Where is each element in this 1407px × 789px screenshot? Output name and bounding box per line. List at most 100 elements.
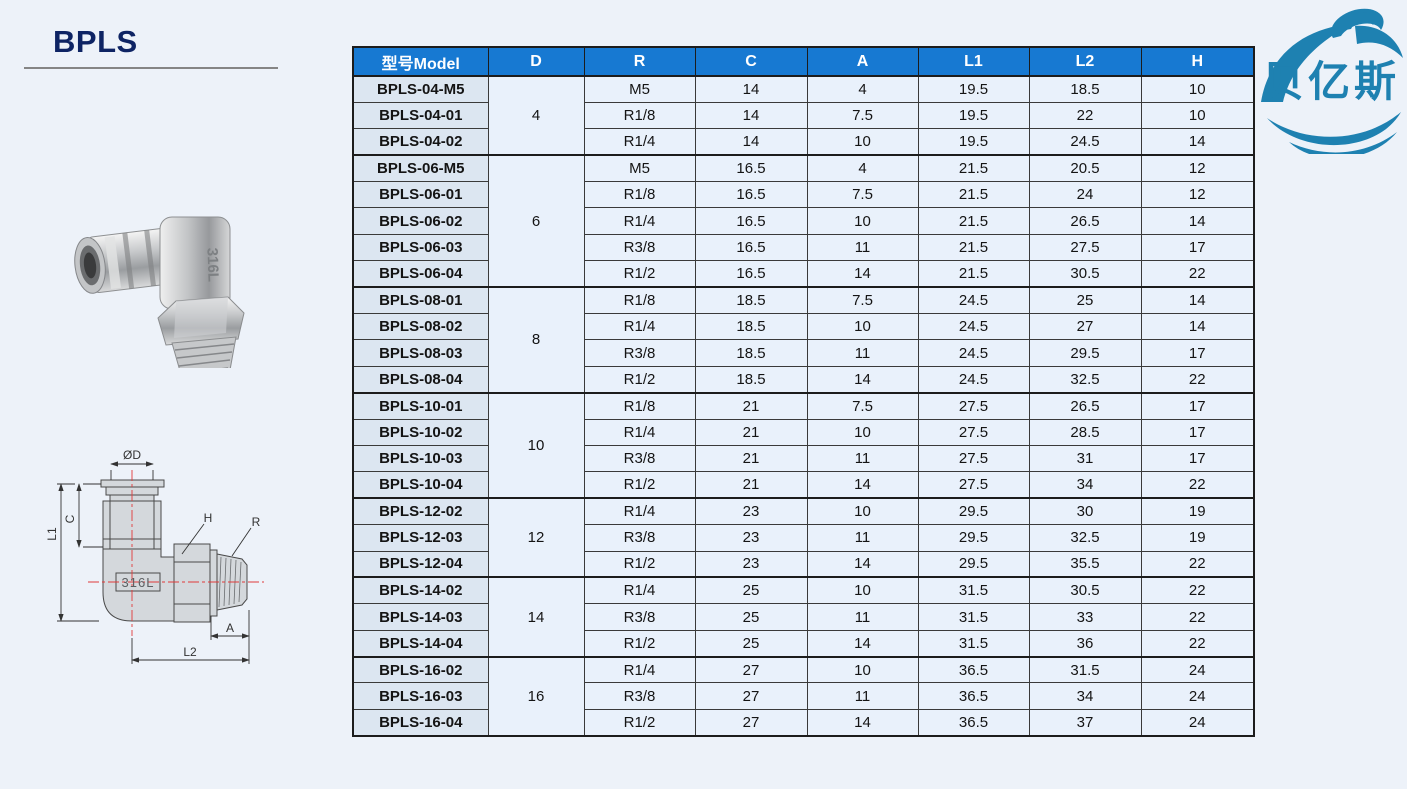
r-cell: M5: [583, 74, 696, 103]
d-group-cell: 6: [487, 154, 585, 288]
model-cell: BPLS-08-01: [352, 286, 489, 315]
a-cell: 11: [806, 603, 919, 631]
r-cell: R1/8: [583, 286, 696, 315]
a-cell: 10: [806, 418, 919, 446]
l2-cell: 35.5: [1028, 550, 1142, 578]
l2-cell: 31: [1028, 444, 1142, 473]
brand-logo: 贝亿斯: [1261, 8, 1403, 154]
a-cell: 10: [806, 313, 919, 341]
l1-cell: 24.5: [917, 365, 1030, 394]
h-cell: 22: [1140, 576, 1255, 605]
a-cell: 10: [806, 128, 919, 156]
r-cell: R1/8: [583, 391, 696, 420]
c-cell: 18.5: [694, 313, 808, 341]
dim-label-c: C: [63, 514, 77, 523]
model-cell: BPLS-06-02: [352, 207, 489, 235]
table-header-row: 型号Model D R C A L1 L2 H: [352, 46, 1255, 77]
h-cell: 14: [1140, 313, 1255, 341]
model-cell: BPLS-14-02: [352, 576, 489, 605]
l1-cell: 19.5: [917, 128, 1030, 156]
logo-text: 贝亿斯: [1262, 58, 1400, 105]
c-cell: 27: [694, 655, 808, 684]
model-cell: BPLS-06-01: [352, 181, 489, 209]
l2-cell: 36: [1028, 629, 1142, 658]
model-cell: BPLS-04-02: [352, 128, 489, 156]
dim-label-l1: L1: [46, 527, 59, 541]
dim-label-a: A: [226, 621, 234, 635]
l1-cell: 27.5: [917, 391, 1030, 420]
r-cell: R1/8: [583, 101, 696, 130]
c-cell: 23: [694, 524, 808, 552]
d-group-cell: 12: [487, 497, 585, 578]
l2-cell: 24.5: [1028, 128, 1142, 156]
table-row: BPLS-16-02 16 R1/4 27 10 36.5 31.5 24: [352, 655, 1255, 737]
h-cell: 24: [1140, 655, 1255, 684]
model-cell: BPLS-16-04: [352, 708, 489, 737]
l1-cell: 27.5: [917, 471, 1030, 499]
l2-cell: 34: [1028, 471, 1142, 499]
l1-cell: 19.5: [917, 101, 1030, 130]
l2-cell: 32.5: [1028, 524, 1142, 552]
col-header-a: A: [806, 46, 919, 77]
a-cell: 7.5: [806, 391, 919, 420]
l1-cell: 21.5: [917, 207, 1030, 235]
h-cell: 17: [1140, 418, 1255, 446]
l1-cell: 19.5: [917, 74, 1030, 103]
model-cell: BPLS-06-03: [352, 233, 489, 262]
c-cell: 25: [694, 603, 808, 631]
a-cell: 14: [806, 550, 919, 578]
l2-cell: 18.5: [1028, 74, 1142, 103]
table-row: BPLS-12-03 R3/8 23 11 29.5 32.5 19: [352, 524, 1255, 552]
table-row: BPLS-08-02 R1/4 18.5 10 24.5 27 14: [352, 313, 1255, 341]
d-group-cell: 10: [487, 391, 585, 499]
table-row: BPLS-08-03 R3/8 18.5 11 24.5 29.5 17: [352, 339, 1255, 367]
l2-cell: 28.5: [1028, 418, 1142, 446]
d-group-cell: 16: [487, 655, 585, 737]
table-row: BPLS-14-02 14 R1/4 25 10 31.5 30.5 22: [352, 576, 1255, 658]
a-cell: 14: [806, 260, 919, 288]
c-cell: 16.5: [694, 154, 808, 183]
c-cell: 25: [694, 629, 808, 658]
dim-label-h: H: [204, 511, 213, 525]
l1-cell: 24.5: [917, 339, 1030, 367]
table-row: BPLS-06-04 R1/2 16.5 14 21.5 30.5 22: [352, 260, 1255, 288]
a-cell: 10: [806, 207, 919, 235]
h-cell: 22: [1140, 629, 1255, 658]
model-cell: BPLS-12-03: [352, 524, 489, 552]
a-cell: 4: [806, 154, 919, 183]
model-cell: BPLS-16-02: [352, 655, 489, 684]
h-cell: 22: [1140, 365, 1255, 394]
c-cell: 18.5: [694, 365, 808, 394]
model-cell: BPLS-12-02: [352, 497, 489, 526]
logo-wave-marks: [1261, 8, 1403, 154]
l2-cell: 30.5: [1028, 576, 1142, 605]
a-cell: 10: [806, 655, 919, 684]
h-cell: 19: [1140, 497, 1255, 526]
model-cell: BPLS-14-03: [352, 603, 489, 631]
d-group-cell: 4: [487, 74, 585, 156]
r-cell: R1/4: [583, 418, 696, 446]
model-cell: BPLS-12-04: [352, 550, 489, 578]
col-header-l1: L1: [917, 46, 1030, 77]
l1-cell: 21.5: [917, 154, 1030, 183]
h-cell: 17: [1140, 444, 1255, 473]
l2-cell: 22: [1028, 101, 1142, 130]
spec-table: 型号Model D R C A L1 L2 H BPLS-04-M5 4 M5 14 4…: [352, 46, 1255, 737]
col-header-model: 型号Model: [352, 46, 489, 77]
dim-label-l2: L2: [183, 645, 197, 659]
l1-cell: 27.5: [917, 418, 1030, 446]
r-cell: R3/8: [583, 339, 696, 367]
table-row: BPLS-16-04 R1/2 27 14 36.5 37 24: [352, 708, 1255, 737]
l2-cell: 24: [1028, 181, 1142, 209]
dim-label-diameter: ØD: [123, 448, 141, 462]
r-cell: R1/2: [583, 550, 696, 578]
h-cell: 22: [1140, 603, 1255, 631]
l2-cell: 30: [1028, 497, 1142, 526]
d-group-cell: 8: [487, 286, 585, 394]
l1-cell: 27.5: [917, 444, 1030, 473]
c-cell: 16.5: [694, 207, 808, 235]
r-cell: R3/8: [583, 682, 696, 710]
a-cell: 11: [806, 233, 919, 262]
r-cell: R1/4: [583, 313, 696, 341]
a-cell: 4: [806, 74, 919, 103]
